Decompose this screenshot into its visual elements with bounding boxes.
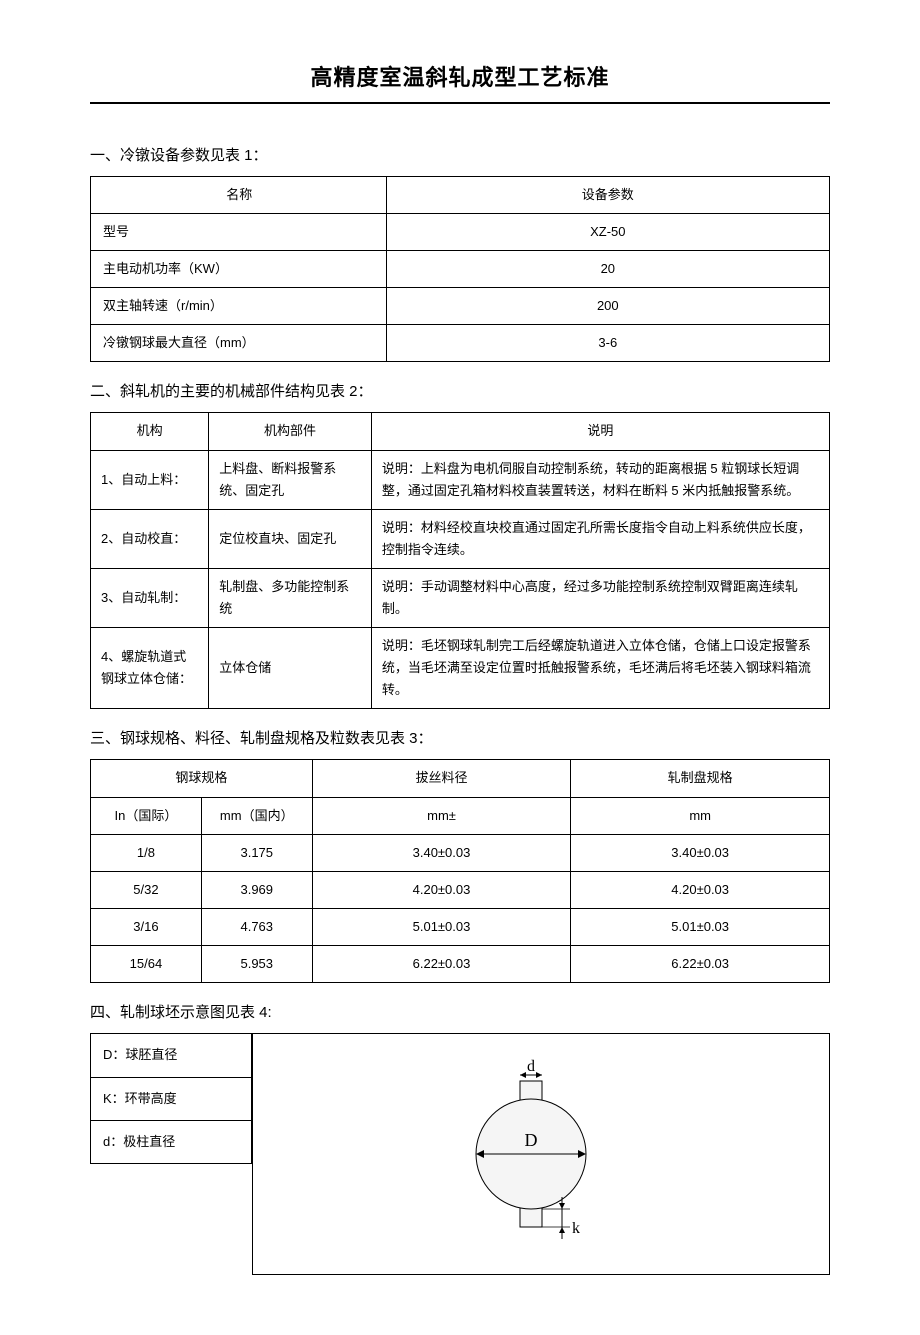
t3-cell: 3.175 (201, 834, 312, 871)
t2-header: 机构 (91, 413, 209, 450)
t3-cell: 5.953 (201, 945, 312, 982)
t1-cell: 3-6 (386, 325, 829, 362)
table-row: 5/32 3.969 4.20±0.03 4.20±0.03 (91, 871, 830, 908)
ball-blank-diagram: Dd k (431, 1054, 651, 1254)
table-row: 2、自动校直： 定位校直块、固定孔 说明：材料经校直块校直通过固定孔所需长度指令… (91, 509, 830, 568)
t2-header: 说明 (371, 413, 829, 450)
t2-cell: 轧制盘、多功能控制系统 (209, 568, 372, 627)
t3-cell: 5.01±0.03 (571, 908, 830, 945)
t2-cell: 2、自动校直： (91, 509, 209, 568)
section1-heading: 一、冷镦设备参数见表 1： (90, 144, 830, 168)
t3-subheader: mm（国内） (201, 797, 312, 834)
section2-heading: 二、斜轧机的主要的机械部件结构见表 2： (90, 380, 830, 404)
table-row: 1、自动上料： 上料盘、断料报警系统、固定孔 说明：上料盘为电机伺服自动控制系统… (91, 450, 830, 509)
t2-header: 机构部件 (209, 413, 372, 450)
t2-cell: 4、螺旋轨道式钢球立体仓储： (91, 628, 209, 709)
table-3: 钢球规格 拔丝料径 轧制盘规格 In（国际） mm（国内） mm± mm 1/8… (90, 759, 830, 983)
svg-text:D: D (525, 1130, 538, 1150)
t3-cell: 5.01±0.03 (312, 908, 571, 945)
legend-item: d：极柱直径 (91, 1120, 252, 1163)
diagram-wrap: Dd k (253, 1054, 829, 1254)
t2-cell: 定位校直块、固定孔 (209, 509, 372, 568)
table-1: 名称 设备参数 型号 XZ-50 主电动机功率（KW） 20 双主轴转速（r/m… (90, 176, 830, 362)
title-underline (90, 102, 830, 104)
t3-subheader: mm (571, 797, 830, 834)
legend-table: D：球胚直径 K：环带高度 d：极柱直径 (90, 1033, 252, 1163)
table-row: 名称 设备参数 (91, 177, 830, 214)
table-row: 1/8 3.175 3.40±0.03 3.40±0.03 (91, 834, 830, 871)
t1-cell: 双主轴转速（r/min） (91, 288, 387, 325)
table-4: D：球胚直径 K：环带高度 d：极柱直径 Dd k (90, 1033, 830, 1275)
table-row: 主电动机功率（KW） 20 (91, 251, 830, 288)
table-row: 双主轴转速（r/min） 200 (91, 288, 830, 325)
svg-text:d: d (527, 1058, 535, 1075)
t3-cell: 6.22±0.03 (571, 945, 830, 982)
table-2: 机构 机构部件 说明 1、自动上料： 上料盘、断料报警系统、固定孔 说明：上料盘… (90, 412, 830, 709)
legend-item: K：环带高度 (91, 1077, 252, 1120)
table-row: d：极柱直径 (91, 1120, 252, 1163)
t2-cell: 1、自动上料： (91, 450, 209, 509)
svg-text:k: k (572, 1220, 580, 1237)
table-row: 15/64 5.953 6.22±0.03 6.22±0.03 (91, 945, 830, 982)
t3-cell: 6.22±0.03 (312, 945, 571, 982)
title-wrap: 高精度室温斜轧成型工艺标准 (90, 60, 830, 104)
t3-header: 钢球规格 (91, 760, 313, 797)
t1-cell: 20 (386, 251, 829, 288)
t2-cell: 说明：上料盘为电机伺服自动控制系统，转动的距离根据 5 粒钢球长短调整，通过固定… (371, 450, 829, 509)
t3-header: 轧制盘规格 (571, 760, 830, 797)
t3-cell: 5/32 (91, 871, 202, 908)
t3-header: 拔丝料径 (312, 760, 571, 797)
doc-title: 高精度室温斜轧成型工艺标准 (310, 60, 609, 98)
table-row: 型号 XZ-50 (91, 214, 830, 251)
t2-cell: 3、自动轧制： (91, 568, 209, 627)
table-row: In（国际） mm（国内） mm± mm (91, 797, 830, 834)
t1-cell: 型号 (91, 214, 387, 251)
table-row: D：球胚直径 K：环带高度 d：极柱直径 Dd k (90, 1033, 830, 1274)
t1-cell: 冷镦钢球最大直径（mm） (91, 325, 387, 362)
t3-cell: 4.20±0.03 (312, 871, 571, 908)
t4-legend-cell: D：球胚直径 K：环带高度 d：极柱直径 (90, 1033, 253, 1274)
t3-cell: 4.20±0.03 (571, 871, 830, 908)
t3-subheader: mm± (312, 797, 571, 834)
section3-heading: 三、钢球规格、料径、轧制盘规格及粒数表见表 3： (90, 727, 830, 751)
t3-subheader: In（国际） (91, 797, 202, 834)
t2-cell: 上料盘、断料报警系统、固定孔 (209, 450, 372, 509)
table-row: 3/16 4.763 5.01±0.03 5.01±0.03 (91, 908, 830, 945)
table-row: 冷镦钢球最大直径（mm） 3-6 (91, 325, 830, 362)
t1-cell: 200 (386, 288, 829, 325)
legend-item: D：球胚直径 (91, 1034, 252, 1077)
table-row: K：环带高度 (91, 1077, 252, 1120)
t3-cell: 3.40±0.03 (571, 834, 830, 871)
t2-cell: 说明：手动调整材料中心高度，经过多功能控制系统控制双臂距离连续轧制。 (371, 568, 829, 627)
table-row: 4、螺旋轨道式钢球立体仓储： 立体仓储 说明：毛坯钢球轧制完工后经螺旋轨道进入立… (91, 628, 830, 709)
section4-heading: 四、轧制球坯示意图见表 4: (90, 1001, 830, 1025)
t3-cell: 3.969 (201, 871, 312, 908)
t1-header-name: 名称 (91, 177, 387, 214)
t1-cell: XZ-50 (386, 214, 829, 251)
table-row: 3、自动轧制： 轧制盘、多功能控制系统 说明：手动调整材料中心高度，经过多功能控… (91, 568, 830, 627)
t1-cell: 主电动机功率（KW） (91, 251, 387, 288)
table-row: D：球胚直径 (91, 1034, 252, 1077)
t3-cell: 3/16 (91, 908, 202, 945)
table-row: 钢球规格 拔丝料径 轧制盘规格 (91, 760, 830, 797)
t3-cell: 3.40±0.03 (312, 834, 571, 871)
table-row: 机构 机构部件 说明 (91, 413, 830, 450)
t3-cell: 4.763 (201, 908, 312, 945)
t4-diagram-cell: Dd k (253, 1033, 830, 1274)
t2-cell: 说明：毛坯钢球轧制完工后经螺旋轨道进入立体仓储，仓储上口设定报警系统，当毛坯满至… (371, 628, 829, 709)
t3-cell: 15/64 (91, 945, 202, 982)
t2-cell: 立体仓储 (209, 628, 372, 709)
t1-header-param: 设备参数 (386, 177, 829, 214)
t2-cell: 说明：材料经校直块校直通过固定孔所需长度指令自动上料系统供应长度，控制指令连续。 (371, 509, 829, 568)
t3-cell: 1/8 (91, 834, 202, 871)
